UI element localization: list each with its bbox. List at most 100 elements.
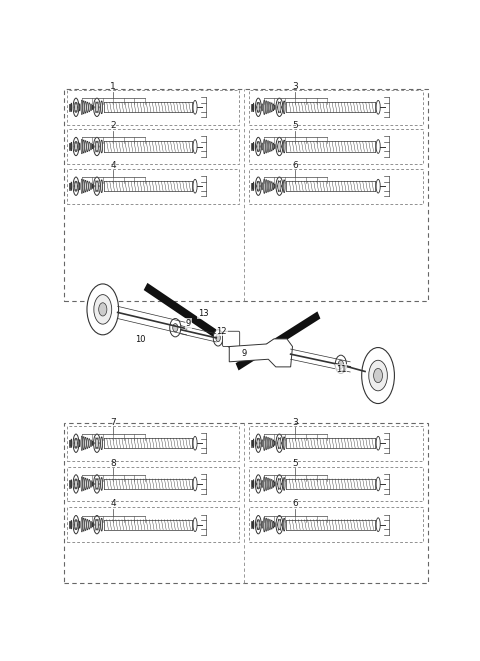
Bar bbox=[69, 440, 70, 447]
Ellipse shape bbox=[277, 106, 278, 108]
Ellipse shape bbox=[97, 102, 98, 104]
Ellipse shape bbox=[280, 519, 281, 521]
Ellipse shape bbox=[262, 104, 263, 111]
Ellipse shape bbox=[95, 479, 98, 489]
Ellipse shape bbox=[281, 483, 282, 485]
Ellipse shape bbox=[256, 524, 257, 525]
Ellipse shape bbox=[85, 438, 86, 449]
Text: 10: 10 bbox=[135, 335, 145, 344]
Ellipse shape bbox=[87, 102, 88, 112]
Ellipse shape bbox=[259, 446, 260, 448]
Ellipse shape bbox=[278, 438, 279, 440]
Ellipse shape bbox=[98, 106, 99, 108]
Ellipse shape bbox=[281, 145, 282, 147]
Ellipse shape bbox=[278, 102, 279, 104]
Ellipse shape bbox=[267, 180, 269, 192]
Ellipse shape bbox=[85, 478, 86, 490]
Ellipse shape bbox=[98, 524, 99, 525]
Ellipse shape bbox=[76, 110, 77, 112]
Ellipse shape bbox=[255, 434, 261, 452]
Bar bbox=[251, 481, 252, 488]
Ellipse shape bbox=[98, 145, 99, 147]
Ellipse shape bbox=[267, 141, 269, 153]
Ellipse shape bbox=[213, 330, 223, 346]
Bar bbox=[69, 182, 70, 190]
Ellipse shape bbox=[95, 102, 98, 112]
Ellipse shape bbox=[278, 180, 279, 182]
Ellipse shape bbox=[259, 181, 260, 183]
Ellipse shape bbox=[91, 183, 92, 190]
Ellipse shape bbox=[267, 519, 269, 531]
Ellipse shape bbox=[70, 104, 71, 110]
Ellipse shape bbox=[95, 438, 98, 448]
Polygon shape bbox=[236, 311, 321, 370]
Ellipse shape bbox=[97, 111, 98, 113]
Ellipse shape bbox=[280, 529, 281, 530]
Ellipse shape bbox=[259, 520, 260, 522]
Ellipse shape bbox=[255, 177, 261, 196]
Ellipse shape bbox=[81, 518, 83, 532]
Ellipse shape bbox=[265, 100, 267, 114]
Ellipse shape bbox=[271, 182, 273, 191]
Ellipse shape bbox=[271, 520, 273, 529]
Ellipse shape bbox=[276, 177, 283, 196]
Text: 8: 8 bbox=[110, 459, 116, 468]
Ellipse shape bbox=[273, 522, 274, 528]
Ellipse shape bbox=[71, 182, 72, 190]
Ellipse shape bbox=[277, 442, 278, 444]
Ellipse shape bbox=[283, 477, 285, 490]
Ellipse shape bbox=[255, 137, 261, 156]
Ellipse shape bbox=[281, 524, 282, 525]
Ellipse shape bbox=[273, 440, 274, 447]
Ellipse shape bbox=[278, 141, 279, 143]
Text: 4: 4 bbox=[110, 161, 116, 170]
Bar bbox=[251, 440, 252, 447]
Ellipse shape bbox=[94, 137, 100, 156]
Text: 6: 6 bbox=[293, 161, 299, 170]
Ellipse shape bbox=[71, 103, 72, 112]
Ellipse shape bbox=[280, 190, 281, 192]
Ellipse shape bbox=[264, 179, 265, 194]
Ellipse shape bbox=[76, 141, 77, 143]
Polygon shape bbox=[229, 339, 292, 367]
Ellipse shape bbox=[89, 142, 90, 151]
Text: 11: 11 bbox=[336, 365, 346, 374]
Ellipse shape bbox=[257, 181, 260, 191]
Ellipse shape bbox=[193, 100, 197, 114]
Ellipse shape bbox=[76, 479, 77, 481]
Ellipse shape bbox=[280, 438, 281, 440]
Text: 13: 13 bbox=[198, 309, 208, 318]
Ellipse shape bbox=[92, 105, 93, 110]
Ellipse shape bbox=[257, 438, 260, 448]
Ellipse shape bbox=[338, 360, 344, 368]
Ellipse shape bbox=[278, 520, 281, 529]
Ellipse shape bbox=[81, 477, 83, 491]
Text: 9: 9 bbox=[186, 319, 191, 328]
Ellipse shape bbox=[77, 483, 78, 485]
Text: 6: 6 bbox=[293, 499, 299, 508]
Ellipse shape bbox=[278, 519, 279, 521]
Ellipse shape bbox=[97, 447, 98, 449]
Ellipse shape bbox=[257, 141, 260, 151]
Ellipse shape bbox=[276, 137, 283, 156]
Ellipse shape bbox=[259, 527, 260, 529]
Ellipse shape bbox=[87, 181, 88, 192]
Ellipse shape bbox=[76, 181, 77, 183]
Text: 9: 9 bbox=[241, 348, 247, 358]
Ellipse shape bbox=[271, 439, 273, 447]
Ellipse shape bbox=[255, 516, 261, 534]
Ellipse shape bbox=[101, 101, 103, 114]
Ellipse shape bbox=[76, 438, 77, 440]
Ellipse shape bbox=[77, 106, 78, 108]
Ellipse shape bbox=[253, 439, 254, 447]
Ellipse shape bbox=[79, 521, 80, 528]
Ellipse shape bbox=[264, 139, 265, 154]
Ellipse shape bbox=[95, 520, 98, 529]
Ellipse shape bbox=[101, 140, 103, 153]
Ellipse shape bbox=[257, 141, 258, 143]
Ellipse shape bbox=[259, 479, 260, 481]
Ellipse shape bbox=[262, 182, 263, 190]
Ellipse shape bbox=[83, 477, 84, 490]
Ellipse shape bbox=[71, 142, 72, 151]
Ellipse shape bbox=[259, 189, 260, 191]
